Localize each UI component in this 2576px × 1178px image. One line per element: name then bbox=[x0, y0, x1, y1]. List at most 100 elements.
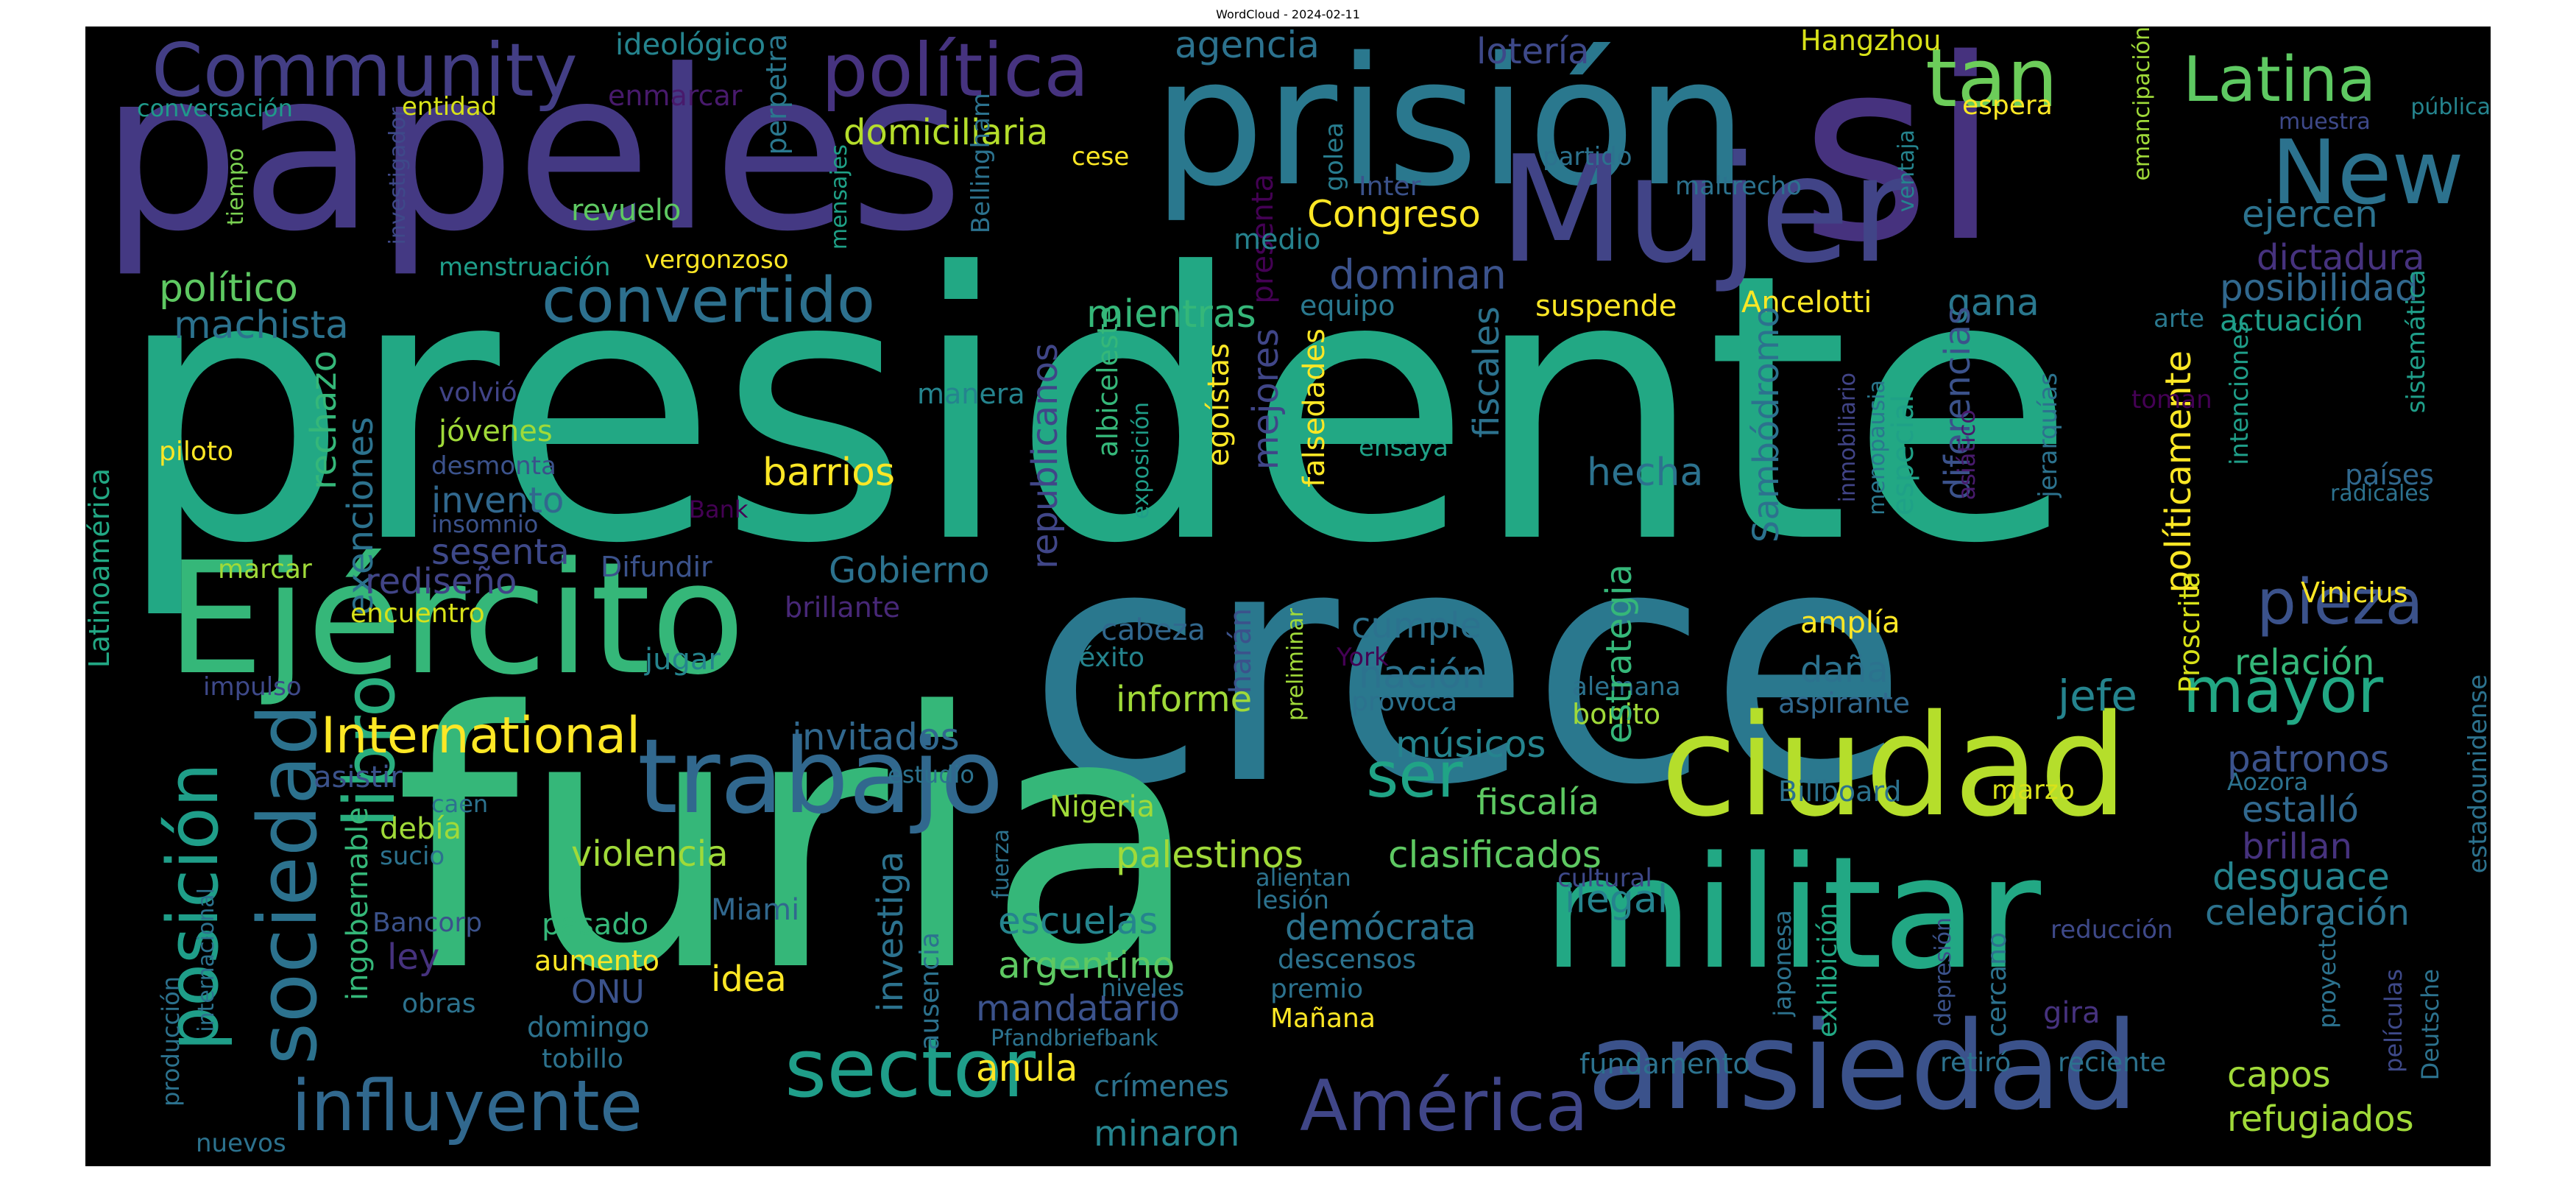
word-24: International bbox=[321, 707, 640, 765]
word-92: Sambódromo bbox=[1746, 306, 1787, 543]
word-143: asistir bbox=[314, 761, 403, 794]
word-199: nuevos bbox=[196, 1129, 286, 1158]
word-164: aumento bbox=[534, 945, 659, 977]
word-108: Difundir bbox=[601, 551, 712, 583]
word-190: proyecto bbox=[2313, 925, 2341, 1029]
word-45: Bellingham bbox=[966, 93, 996, 234]
word-0: presidente bbox=[115, 195, 2076, 624]
word-67: gana bbox=[1947, 281, 2039, 324]
word-109: brillante bbox=[785, 591, 901, 624]
word-6: Mujer bbox=[1498, 124, 1911, 296]
word-170: demócrata bbox=[1285, 907, 1476, 948]
word-192: Deutsche bbox=[2416, 969, 2444, 1081]
word-158: desguace bbox=[2212, 856, 2390, 898]
word-31: lotería bbox=[1476, 31, 1590, 72]
word-90: ensaya bbox=[1359, 433, 1448, 462]
word-54: Congreso bbox=[1307, 193, 1481, 236]
word-36: pública bbox=[2410, 94, 2491, 120]
word-64: equipo bbox=[1300, 289, 1395, 322]
word-32: Hangzhou bbox=[1800, 27, 1942, 57]
word-81: Bank bbox=[689, 495, 749, 523]
word-151: palestinos bbox=[1116, 833, 1303, 876]
word-175: depresión bbox=[1931, 917, 1956, 1027]
word-89: fiscales bbox=[1466, 306, 1507, 438]
word-20: tan bbox=[1925, 31, 2059, 125]
word-155: lesión bbox=[1256, 886, 1329, 915]
word-141: estalló bbox=[2242, 789, 2359, 830]
word-140: patronos bbox=[2227, 738, 2390, 780]
word-184: niveles bbox=[1101, 974, 1185, 1002]
word-125: daña bbox=[1800, 649, 1889, 691]
word-126: aspirante bbox=[1778, 687, 1911, 719]
word-11: trabajo bbox=[637, 717, 1004, 837]
word-56: dictadura bbox=[2257, 237, 2425, 278]
word-130: relación bbox=[2234, 642, 2375, 683]
word-60: político bbox=[159, 267, 298, 311]
word-21: Latina bbox=[2183, 43, 2377, 116]
word-179: obras bbox=[402, 989, 476, 1019]
word-66: Ancelotti bbox=[1741, 286, 1872, 320]
word-121: provoca bbox=[1351, 687, 1458, 717]
word-106: rediseño bbox=[365, 561, 517, 602]
word-152: clasificados bbox=[1388, 833, 1602, 876]
word-107: encuentro bbox=[350, 599, 485, 629]
word-50: partido bbox=[1543, 142, 1632, 172]
word-49: Inter bbox=[1359, 172, 1421, 202]
word-42: investigador bbox=[385, 107, 411, 245]
word-174: exhibición bbox=[1813, 903, 1843, 1038]
word-193: capos bbox=[2227, 1054, 2331, 1096]
word-55: ejercen bbox=[2242, 193, 2378, 236]
word-74: volvió bbox=[439, 378, 517, 408]
word-84: albiceleste bbox=[1091, 306, 1124, 457]
word-119: nación bbox=[1359, 653, 1486, 697]
word-194: retiró bbox=[1940, 1048, 2011, 1078]
word-169: argentino bbox=[998, 944, 1175, 987]
word-118: York bbox=[1337, 643, 1389, 672]
word-110: Gobierno bbox=[829, 550, 990, 591]
word-9: ciudad bbox=[1660, 685, 2129, 847]
word-28: barrios bbox=[762, 451, 896, 495]
word-142: brillan bbox=[2242, 826, 2353, 867]
word-47: golea bbox=[1320, 122, 1349, 191]
word-78: invento bbox=[431, 480, 565, 521]
word-172: premio bbox=[1270, 974, 1364, 1004]
word-153: investiga bbox=[870, 851, 911, 1012]
word-68: posibilidad bbox=[2220, 267, 2418, 309]
word-136: fiscalía bbox=[1476, 782, 1600, 823]
word-189: gira bbox=[2043, 996, 2101, 1030]
word-51: maltrecho bbox=[1675, 172, 1802, 201]
word-97: asiático bbox=[1953, 409, 1981, 501]
word-15: sociedad bbox=[241, 704, 335, 1065]
word-129: Proscrita bbox=[2173, 571, 2206, 694]
word-2: furia bbox=[394, 638, 1203, 1049]
word-96: especial bbox=[1886, 395, 1920, 516]
word-100: intenciones bbox=[2225, 321, 2254, 465]
word-137: Billboard bbox=[1778, 775, 1902, 808]
word-163: ley bbox=[387, 937, 440, 978]
word-156: cultural bbox=[1557, 864, 1652, 893]
word-101: toman bbox=[2131, 385, 2212, 415]
word-104: Latinoamérica bbox=[85, 468, 116, 669]
word-191: películas bbox=[2379, 969, 2407, 1073]
word-146: sucio bbox=[380, 842, 445, 871]
word-46: cese bbox=[1072, 142, 1130, 172]
word-150: fuerza bbox=[988, 829, 1014, 899]
word-188: fundamento bbox=[1579, 1048, 1750, 1080]
word-187: anula bbox=[976, 1047, 1078, 1090]
word-113: cabeza bbox=[1101, 613, 1206, 647]
word-185: Pfandbriefbank bbox=[991, 1026, 1158, 1051]
word-30: agencia bbox=[1175, 27, 1320, 66]
word-82: manera bbox=[917, 378, 1025, 410]
word-58: menstruación bbox=[439, 253, 611, 282]
word-197: minaron bbox=[1094, 1113, 1240, 1154]
word-120: informe bbox=[1116, 679, 1253, 720]
word-70: arte bbox=[2154, 304, 2205, 334]
word-176: cercano bbox=[1982, 932, 2012, 1037]
word-180: domingo bbox=[527, 1011, 650, 1043]
word-22: New bbox=[2271, 122, 2464, 225]
word-34: espera bbox=[1962, 91, 2053, 121]
word-195: reciente bbox=[2058, 1048, 2167, 1078]
word-8: militar bbox=[1543, 823, 2041, 1004]
word-160: internacional bbox=[194, 888, 219, 1032]
word-112: jugar bbox=[645, 643, 721, 677]
